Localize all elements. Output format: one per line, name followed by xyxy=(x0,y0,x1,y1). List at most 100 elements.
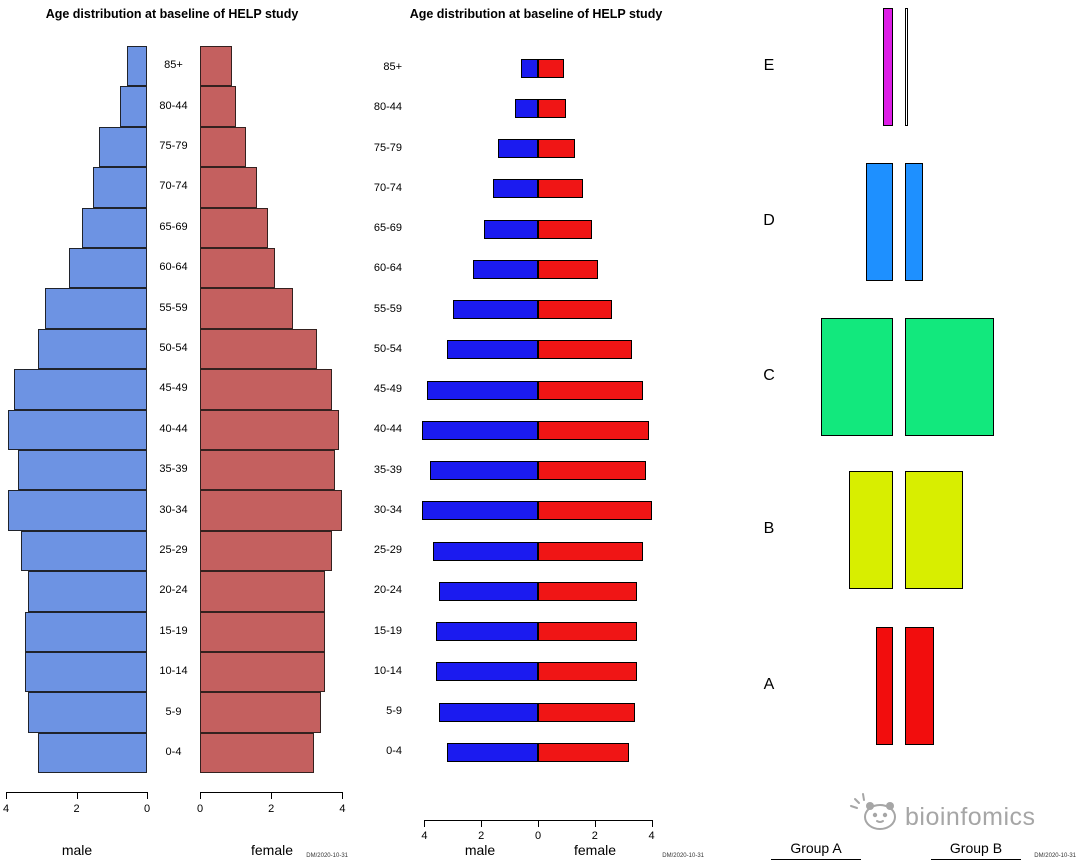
left-male-bar xyxy=(68,248,147,289)
middle-age-label: 30-34 xyxy=(373,503,402,516)
middle-male-bar xyxy=(515,98,538,118)
left-female-axis-tick xyxy=(271,792,273,799)
middle-female-bar xyxy=(538,742,629,762)
left-female-bar xyxy=(200,692,322,733)
left-male-bar xyxy=(7,490,147,531)
left-age-label: 60-64 xyxy=(159,261,188,274)
left-male-axis-label: male xyxy=(61,842,93,858)
left-male-bar xyxy=(28,571,147,612)
middle-male-axis-label: male xyxy=(464,842,496,858)
middle-female-bar xyxy=(538,420,649,440)
left-female-axis-tick xyxy=(200,792,201,799)
left-male-bar xyxy=(24,611,147,652)
left-age-label: 45-49 xyxy=(159,382,188,395)
group-a-label: Group A xyxy=(790,840,842,856)
middle-female-bar xyxy=(538,179,584,199)
left-chart-title: Age distribution at baseline of HELP stu… xyxy=(45,7,299,21)
middle-male-bar xyxy=(520,58,538,78)
left-male-bar xyxy=(99,126,147,168)
middle-male-bar xyxy=(421,501,538,521)
middle-axis-line xyxy=(424,820,652,821)
left-female-axis-label: female xyxy=(250,842,294,858)
middle-female-bar xyxy=(538,702,635,722)
middle-male-bar xyxy=(438,581,538,601)
middle-chart-title: Age distribution at baseline of HELP stu… xyxy=(409,7,663,21)
group-a-axis-line xyxy=(771,859,861,860)
left-age-label: 0-4 xyxy=(165,746,182,758)
middle-male-bar xyxy=(447,340,538,360)
right-group-a-bar xyxy=(876,627,893,745)
left-female-axis-tick-label: 0 xyxy=(196,803,204,815)
left-age-label: 25-29 xyxy=(159,544,188,556)
left-male-bar xyxy=(126,46,147,87)
left-female-bar xyxy=(200,328,318,370)
left-age-label: 35-39 xyxy=(159,463,188,476)
middle-axis-tick xyxy=(424,820,426,827)
left-age-label: 55-59 xyxy=(159,301,188,314)
middle-age-label: 35-39 xyxy=(373,463,402,476)
middle-male-bar xyxy=(472,259,538,279)
left-age-label: 30-34 xyxy=(159,503,188,516)
middle-age-label: 80-44 xyxy=(373,101,402,114)
left-age-label: 85+ xyxy=(164,59,183,72)
middle-age-label: 10-14 xyxy=(373,664,402,677)
left-age-label: 40-44 xyxy=(159,422,188,435)
middle-axis-tick-label: 4 xyxy=(421,830,428,842)
left-male-bar xyxy=(24,652,147,693)
left-female-bar xyxy=(200,652,325,693)
left-male-bar xyxy=(17,450,147,491)
right-chart-footnote: DM/2020-10-31 xyxy=(1034,853,1076,859)
middle-age-label: 65-69 xyxy=(373,222,402,234)
middle-axis-tick-label: 4 xyxy=(648,830,655,842)
left-male-bar xyxy=(28,692,147,733)
middle-axis-tick xyxy=(538,820,539,827)
middle-female-bar xyxy=(538,259,598,279)
middle-age-label: 20-24 xyxy=(373,584,402,597)
left-male-axis-tick-label: 2 xyxy=(73,803,80,815)
left-female-bar xyxy=(200,288,293,329)
left-male-bar xyxy=(119,86,147,127)
middle-age-label: 25-29 xyxy=(373,544,402,556)
right-group-b-bar xyxy=(905,471,963,589)
middle-male-bar xyxy=(427,380,538,400)
left-female-bar xyxy=(200,369,332,410)
right-row-label: C xyxy=(763,367,775,384)
left-male-bar xyxy=(21,530,147,572)
left-female-bar xyxy=(200,530,332,572)
left-age-label: 65-69 xyxy=(159,220,188,233)
middle-female-bar xyxy=(538,622,638,641)
left-age-label: 15-19 xyxy=(159,624,188,637)
left-female-bar xyxy=(200,167,257,208)
left-female-bar xyxy=(200,450,336,491)
middle-female-bar xyxy=(538,501,652,521)
middle-male-bar xyxy=(447,742,538,762)
left-male-axis-tick xyxy=(6,792,7,799)
watermark-brand: bioinfomics xyxy=(905,803,1036,831)
middle-female-bar xyxy=(538,139,575,158)
left-age-label: 5-9 xyxy=(165,705,182,718)
middle-age-label: 0-4 xyxy=(386,745,402,758)
middle-chart-footnote: DM/2020-10-31 xyxy=(662,853,704,859)
middle-age-label: 50-54 xyxy=(373,342,402,355)
group-b-label: Group B xyxy=(949,840,1003,856)
right-group-a-bar xyxy=(849,471,893,589)
left-male-bar xyxy=(82,207,147,248)
middle-female-axis-label: female xyxy=(573,842,617,858)
middle-age-label: 70-74 xyxy=(373,181,402,194)
left-male-bar xyxy=(92,167,147,208)
middle-female-bar xyxy=(538,662,638,682)
middle-axis-tick xyxy=(594,820,596,827)
left-male-bar xyxy=(38,732,147,774)
middle-age-label: 55-59 xyxy=(373,302,402,315)
left-male-bar xyxy=(7,409,147,450)
middle-male-bar xyxy=(435,622,538,641)
middle-female-bar xyxy=(538,98,567,118)
right-group-b-bar xyxy=(905,8,908,126)
left-age-label: 10-14 xyxy=(159,665,188,678)
right-row-label: D xyxy=(763,212,775,229)
left-female-bar xyxy=(200,611,325,652)
middle-male-bar xyxy=(430,461,538,480)
left-chart-footnote: DM/2020-10-31 xyxy=(306,853,348,859)
middle-age-label: 5-9 xyxy=(386,705,402,717)
bioinfomics-logo-icon xyxy=(850,793,896,830)
